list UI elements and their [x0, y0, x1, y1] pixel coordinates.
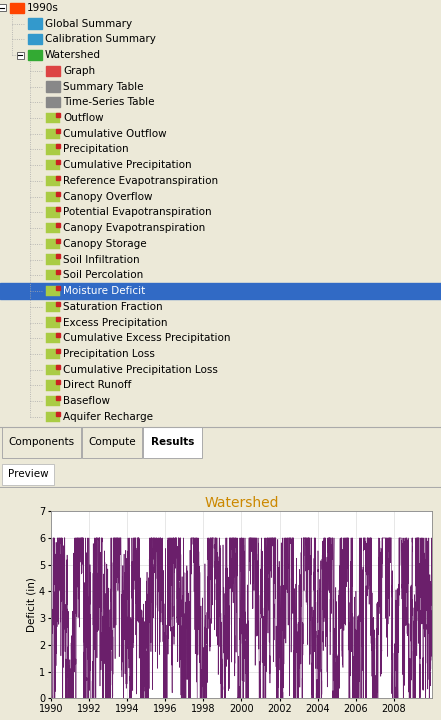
Bar	[56, 192, 60, 196]
FancyBboxPatch shape	[82, 427, 142, 458]
Bar	[56, 286, 60, 290]
Bar	[46, 160, 60, 171]
Text: Excess Precipitation: Excess Precipitation	[63, 318, 168, 328]
Bar	[56, 380, 60, 384]
Bar	[46, 176, 60, 186]
Text: Watershed: Watershed	[45, 50, 101, 60]
Bar	[46, 380, 60, 390]
Text: Soil Percolation: Soil Percolation	[63, 270, 143, 280]
Bar	[0, 283, 441, 299]
FancyBboxPatch shape	[2, 464, 54, 485]
Text: Cumulative Excess Precipitation: Cumulative Excess Precipitation	[63, 333, 231, 343]
Bar	[46, 207, 60, 217]
Bar	[46, 223, 60, 233]
Bar	[10, 3, 24, 13]
Bar	[56, 144, 60, 148]
Text: Potential Evapotranspiration: Potential Evapotranspiration	[63, 207, 212, 217]
Text: Canopy Evapotranspiration: Canopy Evapotranspiration	[63, 223, 205, 233]
Bar	[46, 113, 60, 123]
Bar	[46, 286, 60, 296]
Bar	[56, 113, 60, 117]
Text: Graph: Graph	[63, 66, 95, 76]
Text: Components: Components	[8, 438, 75, 447]
Text: Outflow: Outflow	[63, 113, 104, 123]
Text: Direct Runoff: Direct Runoff	[63, 380, 131, 390]
Bar	[56, 176, 60, 180]
Bar	[56, 239, 60, 243]
Text: Aquifer Recharge: Aquifer Recharge	[63, 412, 153, 422]
Text: Calibration Summary: Calibration Summary	[45, 35, 156, 45]
Bar	[46, 144, 60, 155]
Text: Reference Evapotranspiration: Reference Evapotranspiration	[63, 176, 218, 186]
Text: Soil Infiltration: Soil Infiltration	[63, 255, 140, 265]
Text: Results: Results	[150, 438, 194, 447]
Bar	[56, 333, 60, 337]
Bar	[56, 223, 60, 227]
Bar	[46, 364, 60, 375]
Text: 1990s: 1990s	[27, 3, 59, 13]
Bar	[56, 270, 60, 274]
Bar	[46, 412, 60, 422]
Text: Baseflow: Baseflow	[63, 396, 110, 406]
Bar	[56, 396, 60, 400]
Text: Cumulative Precipitation Loss: Cumulative Precipitation Loss	[63, 365, 218, 374]
Bar	[56, 302, 60, 306]
Text: Cumulative Outflow: Cumulative Outflow	[63, 129, 167, 139]
FancyBboxPatch shape	[142, 427, 202, 458]
Bar	[56, 318, 60, 321]
Bar	[46, 66, 60, 76]
Text: Compute: Compute	[88, 438, 135, 447]
Text: Precipitation: Precipitation	[63, 145, 129, 155]
Text: Canopy Overflow: Canopy Overflow	[63, 192, 153, 202]
Bar	[46, 270, 60, 281]
Bar	[0, 4, 5, 12]
Bar	[56, 254, 60, 258]
Bar	[56, 207, 60, 211]
Bar	[46, 239, 60, 249]
Text: Precipitation Loss: Precipitation Loss	[63, 349, 155, 359]
Bar	[56, 349, 60, 353]
Bar	[46, 396, 60, 406]
Bar	[56, 160, 60, 164]
Bar	[46, 349, 60, 359]
FancyBboxPatch shape	[2, 427, 81, 458]
Bar	[56, 364, 60, 369]
Bar	[28, 35, 42, 45]
Text: Preview: Preview	[7, 469, 49, 479]
Text: Time-Series Table: Time-Series Table	[63, 97, 154, 107]
Text: Cumulative Precipitation: Cumulative Precipitation	[63, 161, 192, 170]
Text: Summary Table: Summary Table	[63, 81, 143, 91]
Text: Global Summary: Global Summary	[45, 19, 132, 29]
Bar	[56, 129, 60, 132]
Bar	[46, 333, 60, 343]
Bar	[28, 50, 42, 60]
Bar	[56, 412, 60, 416]
Title: Watershed: Watershed	[204, 496, 279, 510]
Bar	[46, 318, 60, 328]
Bar	[46, 129, 60, 139]
Bar	[28, 19, 42, 29]
Bar	[16, 52, 23, 58]
Bar	[46, 302, 60, 312]
Y-axis label: Deficit (in): Deficit (in)	[26, 577, 36, 632]
Bar	[46, 192, 60, 202]
Bar	[46, 254, 60, 265]
Bar	[46, 97, 60, 107]
Bar	[46, 81, 60, 91]
Text: Moisture Deficit: Moisture Deficit	[63, 286, 145, 296]
Text: Saturation Fraction: Saturation Fraction	[63, 302, 163, 312]
Text: Canopy Storage: Canopy Storage	[63, 239, 146, 249]
